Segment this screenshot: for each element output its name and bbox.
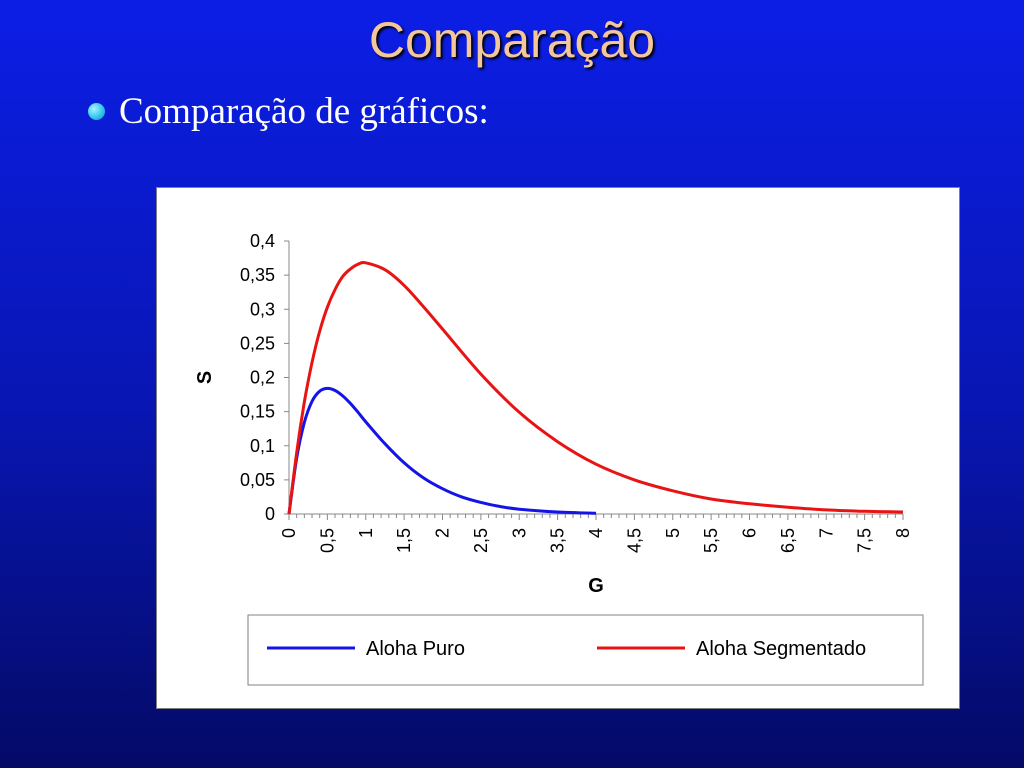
legend-box [247,614,924,686]
x-tick-label: 1 [356,528,376,538]
x-tick-label: 6 [740,528,760,538]
plot-area [287,261,904,515]
y-tick-label: 0,3 [250,299,275,319]
x-tick-label: 3,5 [548,528,568,553]
y-tick-label: 0,35 [240,265,275,285]
legend-label-aloha-segmentado: Aloha Segmentado [696,638,866,660]
y-tick-label: 0,05 [240,470,275,490]
x-tick-label: 0 [279,528,299,538]
legend-label-aloha-puro: Aloha Puro [366,638,465,660]
x-axis-title: G [588,575,604,597]
x-tick-label: 4,5 [624,528,644,553]
x-tick-label: 3 [509,528,529,538]
x-tick-label: 7 [816,528,836,538]
x-tick-label: 8 [893,528,913,538]
y-tick-label: 0,25 [240,333,275,353]
axes [284,240,904,520]
y-tick-label: 0 [265,504,275,524]
x-tick-label: 5 [663,528,683,538]
bullet-icon [88,102,105,120]
x-tick-label: 4 [586,528,606,538]
chart-panel: 0 0,05 0,1 0,15 0,2 0,25 0,3 0,35 0,4 0 0,5 1 1,5 2 2,… [156,187,960,709]
series-line-aloha-puro [287,386,597,515]
y-axis-title: S [194,371,216,384]
series-line-aloha-segmentado [287,261,904,515]
slide-title: Comparação [368,12,656,68]
tick-labels: 0 0,05 0,1 0,15 0,2 0,25 0,3 0,35 0,4 0 0,5 1 1,5 2 2,… [240,231,913,553]
x-tick-label: 1,5 [394,528,414,553]
x-tick-label: 2,5 [471,528,491,553]
bullet-text: Comparação de gráficos: [119,90,489,132]
line-chart: 0 0,05 0,1 0,15 0,2 0,25 0,3 0,35 0,4 0 0,5 1 1,5 2 2,… [194,231,924,686]
y-tick-label: 0,4 [250,231,275,251]
y-tick-label: 0,15 [240,402,275,422]
y-tick-label: 0,2 [250,368,275,388]
bullet-item: Comparação de gráficos: [88,86,489,136]
x-tick-label: 2 [433,528,453,538]
y-tick-label: 0,1 [250,436,275,456]
x-tick-label: 6,5 [778,528,798,553]
x-tick-label: 5,5 [701,528,721,553]
x-tick-label: 0,5 [317,528,337,553]
x-tick-label: 7,5 [855,528,875,553]
